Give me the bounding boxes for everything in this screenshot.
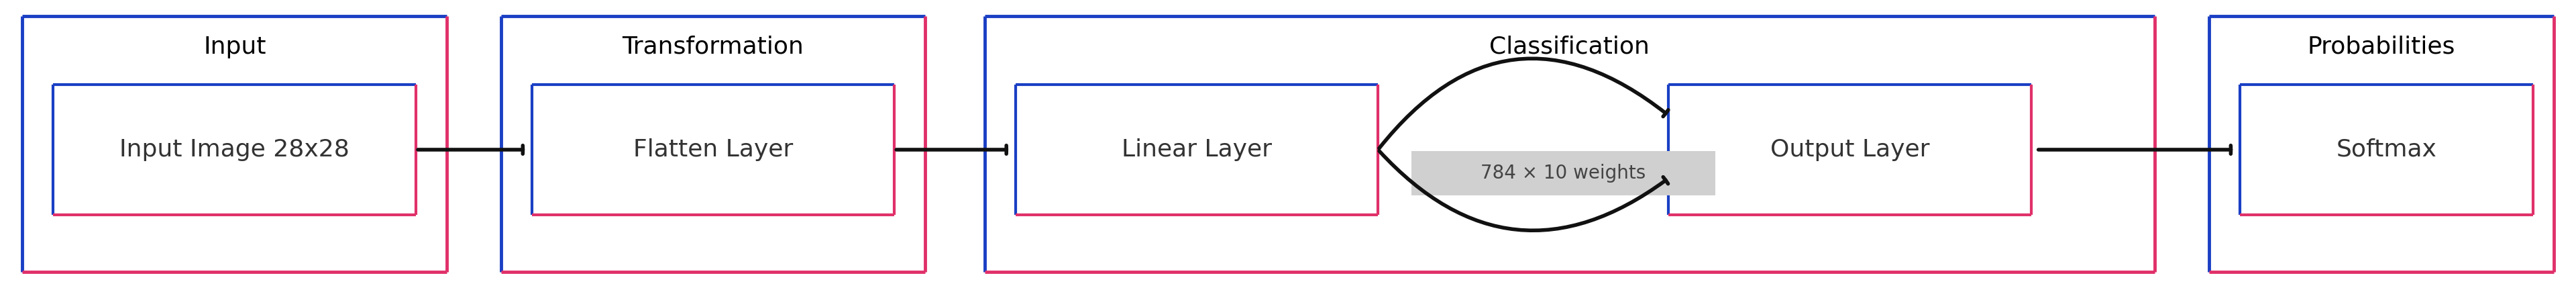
Text: 784 × 10 weights: 784 × 10 weights <box>1481 164 1646 183</box>
FancyBboxPatch shape <box>500 16 925 272</box>
FancyBboxPatch shape <box>2208 16 2553 272</box>
FancyBboxPatch shape <box>23 16 446 272</box>
FancyBboxPatch shape <box>531 84 894 215</box>
FancyBboxPatch shape <box>2239 84 2532 215</box>
FancyBboxPatch shape <box>54 84 415 215</box>
Text: Flatten Layer: Flatten Layer <box>634 138 793 161</box>
Text: Probabilities: Probabilities <box>2308 35 2455 58</box>
Text: Softmax: Softmax <box>2336 138 2437 161</box>
FancyBboxPatch shape <box>1669 84 2032 215</box>
Text: Input: Input <box>204 35 265 58</box>
Text: Output Layer: Output Layer <box>1770 138 1929 161</box>
FancyBboxPatch shape <box>984 16 2156 272</box>
FancyBboxPatch shape <box>1015 84 1378 215</box>
Text: Input Image 28x28: Input Image 28x28 <box>118 138 350 161</box>
FancyBboxPatch shape <box>1412 151 1716 195</box>
Text: Transformation: Transformation <box>623 35 804 58</box>
Text: Linear Layer: Linear Layer <box>1121 138 1273 161</box>
Text: Classification: Classification <box>1489 35 1649 58</box>
